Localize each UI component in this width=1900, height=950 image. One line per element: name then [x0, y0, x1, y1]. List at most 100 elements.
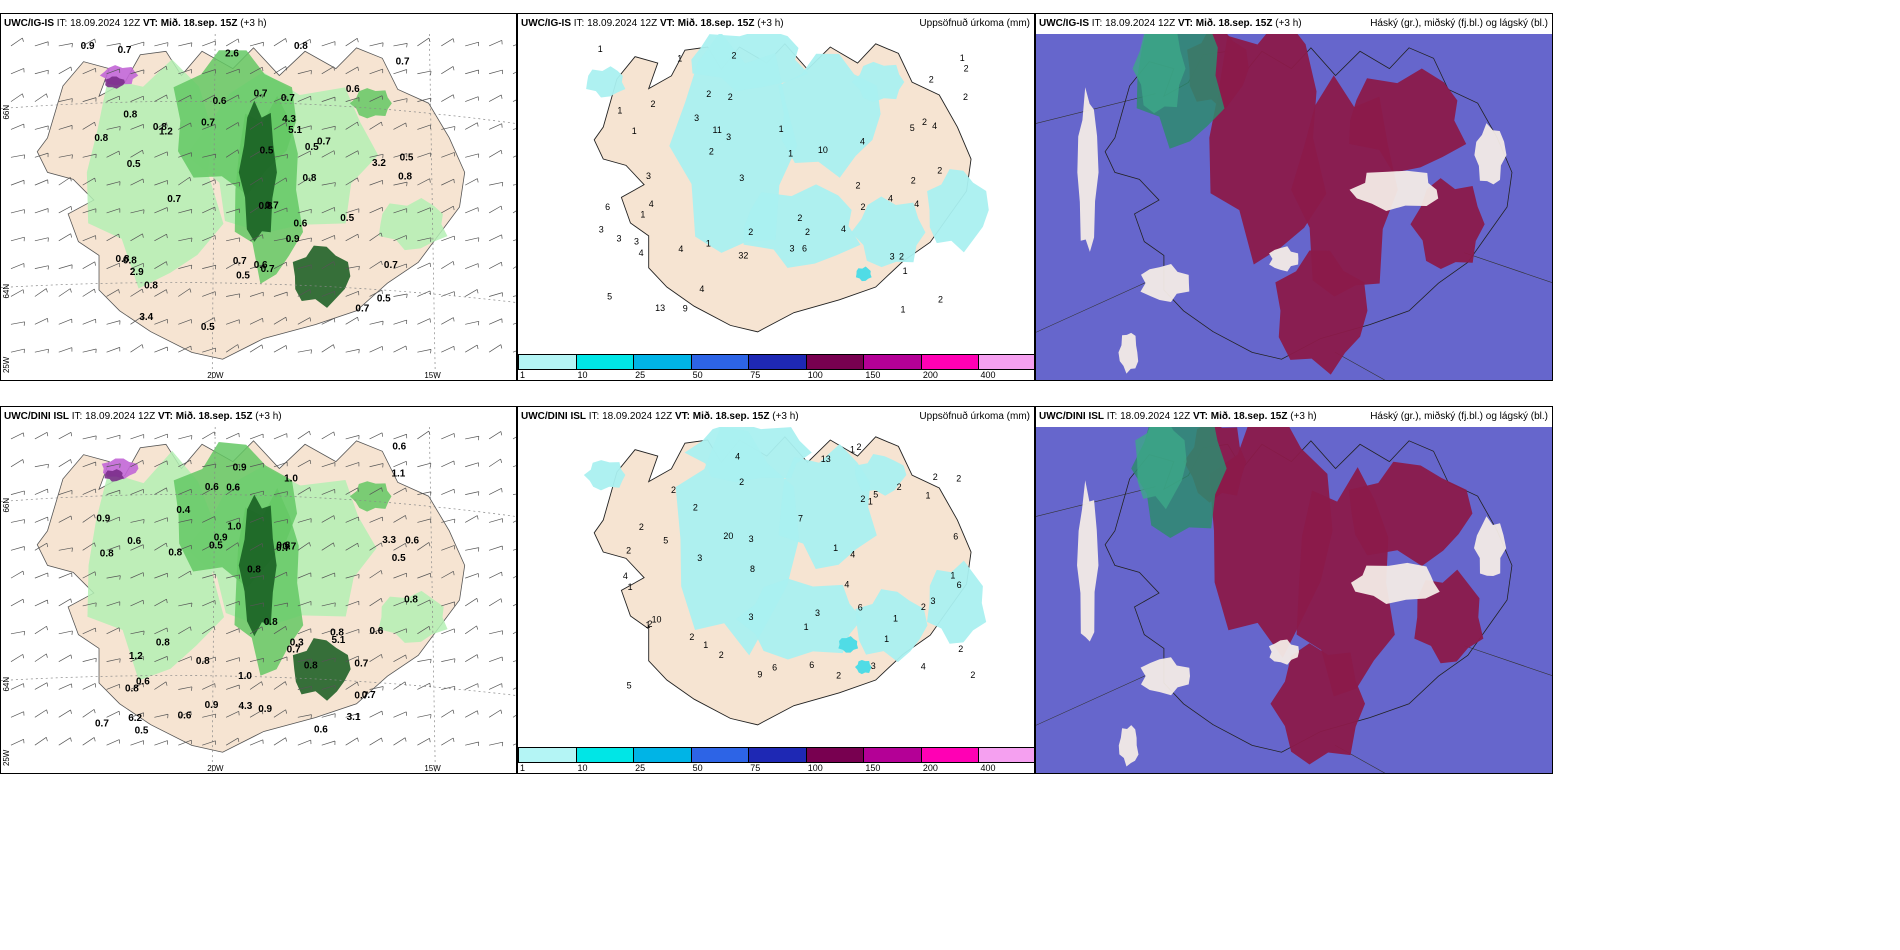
precip-value-label: 5 [663, 535, 668, 545]
wind-barb [417, 714, 432, 719]
wind-barb [58, 43, 73, 48]
wind-barb [321, 515, 335, 523]
wind-barb [369, 463, 384, 468]
colorbar-swatch [978, 747, 1034, 763]
wind-barb [249, 93, 264, 102]
wind-barb [393, 69, 408, 75]
precip-shade [292, 638, 351, 701]
colorbar-swatch [863, 354, 922, 370]
precip-value-label: 0.7 [233, 256, 247, 267]
wind-barb [345, 574, 360, 579]
wind-barb [225, 711, 240, 718]
wind-barb [225, 432, 240, 440]
wind-barb [82, 97, 97, 102]
wind-barb [417, 599, 431, 607]
precip-value-label: 1 [598, 44, 603, 54]
wind-barb [297, 264, 312, 269]
wind-barb [106, 627, 120, 635]
wind-barb [249, 681, 264, 690]
wind-barb [393, 263, 408, 269]
wind-barb [226, 574, 241, 579]
wind-barb [130, 740, 144, 746]
wind-barb [297, 658, 312, 663]
panel-title-right: Háský (gr.), miðský (fj.bl.) og lágský (… [1370, 18, 1548, 29]
wind-barb [249, 490, 264, 496]
lat-label: 66N [2, 498, 11, 513]
wind-barb [178, 69, 192, 75]
precip-value-label: 4 [639, 248, 644, 258]
wind-barb [441, 126, 456, 131]
wind-barb [225, 737, 240, 746]
precip-value-label: 9 [757, 669, 762, 679]
precip-value-label: 4 [678, 244, 683, 254]
precip-shade [292, 245, 351, 308]
wind-barb [58, 515, 73, 523]
precip-value-label: 0.6 [293, 219, 307, 230]
precip-shade [349, 481, 392, 512]
low-cloud-clear [1268, 639, 1299, 665]
precip-value-label: 0.3 [290, 637, 304, 648]
wind-barb [226, 463, 241, 469]
wind-barb [249, 234, 264, 242]
snow-patch [104, 76, 125, 89]
wind-barb [345, 600, 360, 607]
wind-barb [249, 602, 264, 607]
colorbar-tick-label: 75 [750, 763, 761, 773]
precip-value-label: 0.6 [178, 710, 192, 721]
precip-value-label: 5 [627, 681, 632, 691]
wind-barb [465, 573, 479, 579]
wind-barb [34, 653, 48, 662]
precip-value-label: 0.9 [214, 532, 228, 543]
precip-shade [238, 494, 277, 637]
wind-barb [512, 322, 516, 325]
precip-value-label: 2 [797, 213, 802, 223]
wind-barb [154, 433, 168, 440]
wind-barb [441, 685, 456, 691]
wind-barb [34, 93, 48, 102]
precip-value-label: 4 [914, 199, 919, 209]
wind-barb [297, 572, 312, 579]
wind-barb [226, 684, 240, 690]
wind-barb [202, 463, 217, 469]
wind-barb [369, 737, 383, 746]
wind-barb [154, 42, 169, 47]
wind-barb [154, 681, 168, 690]
precip-value-label: 1 [703, 640, 708, 650]
precip-value-label: 1 [901, 305, 906, 315]
panel-title-right: Háský (gr.), miðský (fj.bl.) og lágský (… [1370, 411, 1548, 422]
precip-value-label: 0.5 [400, 153, 414, 164]
precip-value-label: 1 [926, 491, 931, 501]
wind-barb [297, 542, 311, 551]
precip-value-label: 1 [788, 149, 793, 159]
wind-barb [369, 432, 383, 440]
low-cloud-clear [1140, 657, 1191, 696]
precip-value-label: 6 [605, 202, 610, 212]
precip-value-label: 2 [748, 227, 753, 237]
wind-barb [321, 572, 336, 579]
precip-value-label: 5 [607, 292, 612, 302]
low-cloud-clear [1140, 263, 1190, 302]
wind-barb [58, 98, 73, 103]
colorbar-swatch [748, 354, 807, 370]
precip-value-label: 2 [731, 51, 736, 61]
colorbar-tick-label: 150 [865, 763, 881, 773]
precip-value-label: 0.7 [354, 691, 368, 702]
wind-barb [10, 209, 25, 214]
precip-value-label: 2 [805, 227, 810, 237]
wind-barb [10, 68, 25, 75]
wind-barb [154, 180, 169, 186]
wind-barb [393, 515, 407, 523]
wind-barb [249, 204, 263, 214]
wind-barb [226, 293, 241, 298]
wind-barb [369, 710, 383, 718]
wind-barb [393, 711, 407, 718]
precip-area [854, 454, 907, 496]
wind-barb [130, 178, 144, 186]
wind-barb [393, 43, 408, 48]
wind-barb [225, 94, 240, 102]
wind-barb [465, 122, 479, 130]
wind-barb [58, 318, 73, 325]
wind-barb [273, 571, 288, 579]
wind-barb [393, 600, 407, 607]
precip-value-label: 3.3 [382, 535, 396, 546]
